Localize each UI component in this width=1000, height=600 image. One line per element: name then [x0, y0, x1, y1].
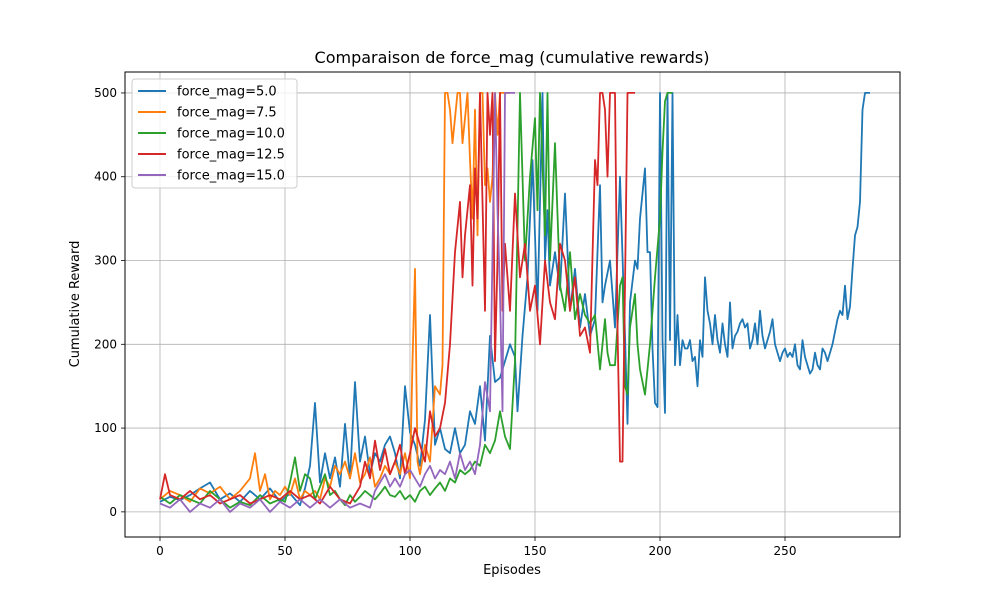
x-tick-label: 100 — [399, 544, 422, 558]
legend-label: force_mag=7.5 — [177, 106, 277, 121]
axis-ticks: 0 50 100 150 200 250 0 100 200 300 400 500 — [94, 86, 796, 558]
plot-area-frame — [124, 71, 901, 538]
legend-label: force_mag=12.5 — [177, 148, 285, 163]
legend-box — [131, 78, 298, 189]
x-tick-label: 150 — [524, 544, 547, 558]
x-tick-label: 50 — [277, 544, 292, 558]
x-tick-label: 200 — [649, 544, 672, 558]
y-tick-label: 500 — [94, 86, 117, 100]
x-tick-label: 0 — [156, 544, 164, 558]
legend-label: force_mag=5.0 — [177, 85, 277, 100]
series-line-3 — [159, 92, 673, 509]
chart-title: Comparaison de force_mag (cumulative rew… — [315, 48, 710, 68]
series-line-4 — [159, 92, 635, 505]
x-axis-label: Episodes — [483, 563, 541, 578]
y-tick-label: 300 — [94, 254, 117, 268]
legend-label: force_mag=15.0 — [177, 169, 285, 184]
y-tick-label: 200 — [94, 337, 117, 351]
series-lines — [159, 92, 870, 513]
y-axis-label: Cumulative Reward — [68, 241, 83, 368]
series-line-5 — [159, 92, 515, 513]
x-tick-label: 250 — [774, 544, 797, 558]
legend: force_mag=5.0 force_mag=7.5 force_mag=10.0… — [131, 78, 298, 189]
y-tick-label: 0 — [109, 505, 117, 519]
legend-label: force_mag=10.0 — [177, 127, 285, 142]
y-tick-label: 400 — [94, 170, 117, 184]
y-tick-label: 100 — [94, 421, 117, 435]
